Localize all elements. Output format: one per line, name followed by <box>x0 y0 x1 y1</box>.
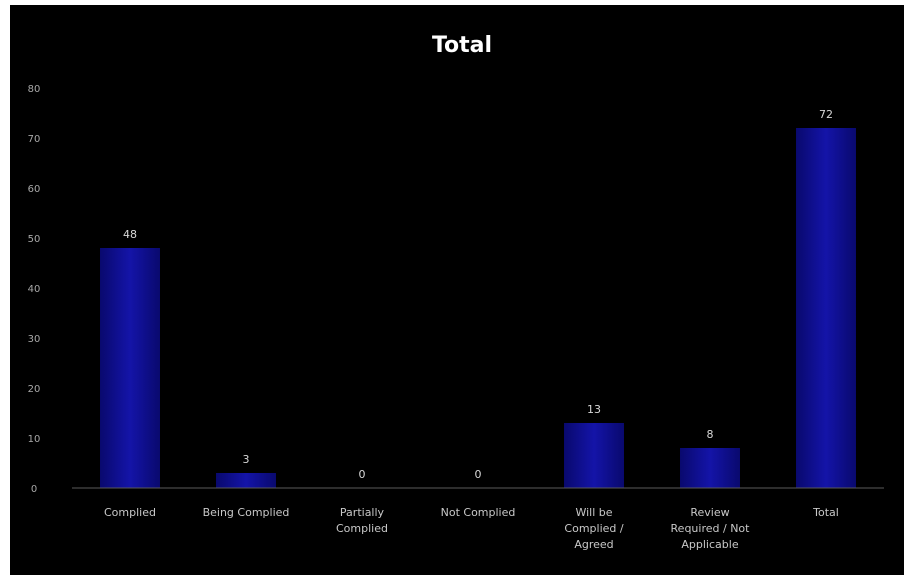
y-tick-label: 30 <box>28 334 41 345</box>
y-tick-label: 50 <box>28 234 41 245</box>
x-tick-label: Being Complied <box>203 506 290 519</box>
value-labels-group: 48 3 0 0 13 8 72 <box>123 108 833 481</box>
category-labels-group: Complied Being Complied Partially Complied N… <box>104 506 839 551</box>
data-label: 72 <box>819 108 833 121</box>
y-axis-ticks: 0 10 20 30 40 50 60 70 80 <box>28 84 41 495</box>
data-label: 0 <box>475 468 482 481</box>
y-tick-label: 20 <box>28 384 41 395</box>
data-label: 3 <box>243 453 250 466</box>
bar <box>216 473 276 488</box>
data-label: 13 <box>587 403 601 416</box>
chart-title: Total <box>432 33 492 58</box>
bar <box>796 128 856 488</box>
x-tick-label: Not Complied <box>441 506 516 519</box>
data-label: 8 <box>707 428 714 441</box>
y-tick-label: 80 <box>28 84 41 95</box>
x-tick-label: Review Required / Not Applicable <box>671 506 751 551</box>
chart-area: Total 0 10 20 30 40 50 60 70 80 48 3 0 0 13 8 72 Compl… <box>10 5 904 575</box>
y-tick-label: 60 <box>28 184 41 195</box>
x-tick-label: Total <box>812 506 839 519</box>
bars-group <box>100 128 856 488</box>
bar <box>680 448 740 488</box>
bar <box>564 423 624 488</box>
y-tick-label: 70 <box>28 134 41 145</box>
y-tick-label: 40 <box>28 284 41 295</box>
y-tick-label: 10 <box>28 434 41 445</box>
x-tick-label: Complied <box>104 506 156 519</box>
y-tick-label: 0 <box>31 484 37 495</box>
x-tick-label: Partially Complied <box>336 506 388 535</box>
bar <box>100 248 160 488</box>
data-label: 0 <box>359 468 366 481</box>
x-tick-label: Will be Complied / Agreed <box>564 506 623 551</box>
data-label: 48 <box>123 228 137 241</box>
